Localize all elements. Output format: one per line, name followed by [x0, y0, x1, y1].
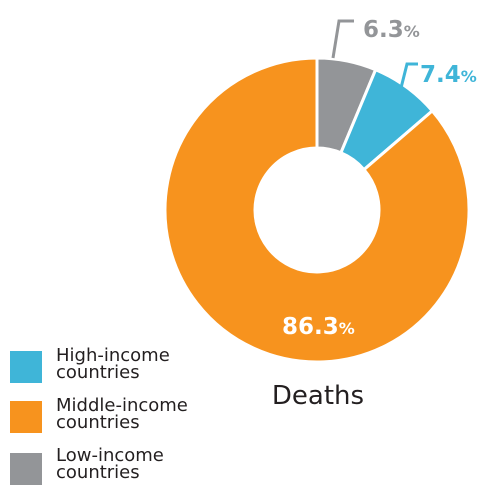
legend-label-high-income: High-income countries — [56, 345, 170, 383]
data-label-low-income-unit: % — [404, 22, 420, 41]
data-label-middle-income-value: 86.3 — [282, 314, 339, 340]
leader-line-low-income — [331, 19, 354, 59]
leader-lines — [331, 19, 418, 93]
donut-slices — [163, 56, 471, 364]
leader-line-high-income — [398, 62, 418, 93]
legend-swatch-high-income — [10, 351, 42, 383]
data-label-high-income: 7.4% — [420, 62, 477, 88]
legend-item-low-income: Low-income countries — [10, 447, 260, 491]
legend-item-high-income: High-income countries — [10, 347, 260, 391]
legend-swatch-low-income — [10, 453, 42, 485]
legend-swatch-middle-income — [10, 401, 42, 433]
donut-slice-middle-income — [163, 56, 471, 364]
legend-item-middle-income: Middle-income countries — [10, 397, 260, 441]
data-label-low-income-value: 6.3 — [363, 17, 404, 43]
data-label-low-income: 6.3% — [363, 17, 420, 43]
legend-label-middle-income: Middle-income countries — [56, 395, 188, 433]
data-label-middle-income-unit: % — [339, 319, 355, 338]
data-label-middle-income: 86.3% — [282, 314, 355, 340]
data-label-high-income-unit: % — [461, 67, 477, 86]
chart-title: Deaths — [271, 381, 365, 411]
data-label-high-income-value: 7.4 — [420, 62, 461, 88]
legend-label-low-income: Low-income countries — [56, 445, 164, 483]
